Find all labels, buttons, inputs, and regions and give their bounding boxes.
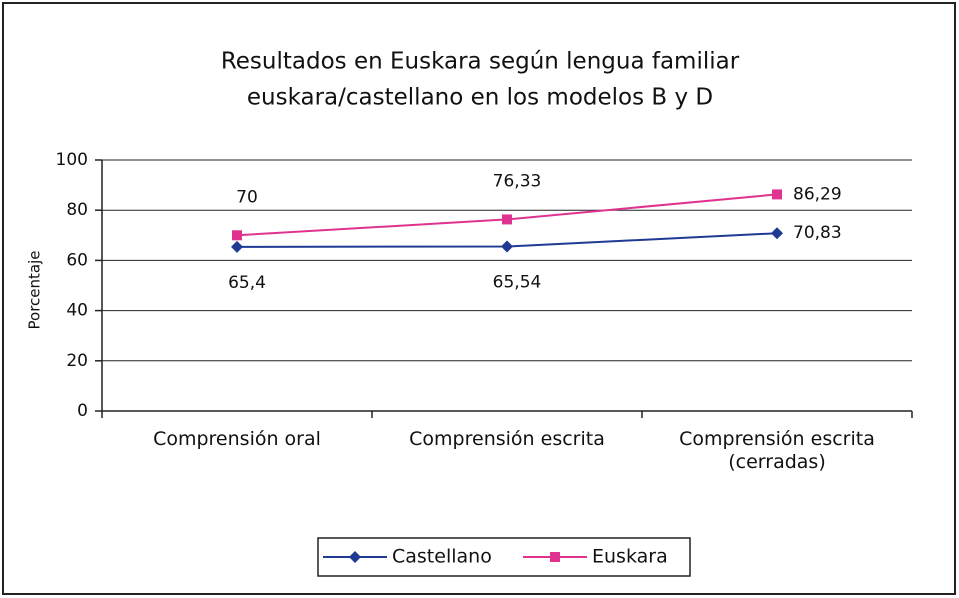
legend-label: Castellano [392,546,492,568]
x-tick-label: Comprensión escrita (cerradas) [679,428,875,473]
marker [550,552,560,562]
y-axis-label: Porcentaje [26,251,44,330]
y-tick-label: 40 [66,301,88,321]
data-label: 70 [236,187,258,207]
data-label: 76,33 [493,171,542,191]
data-label: 70,83 [793,223,842,243]
y-tick-label: 60 [66,250,88,270]
marker [232,230,242,241]
x-tick-label: Comprensión escrita [409,428,605,450]
marker [231,240,243,253]
data-label: 65,54 [493,272,542,292]
chart-title: Resultados en Euskara según lengua famil… [221,49,740,75]
y-tick-label: 20 [66,351,88,371]
chart-title: euskara/castellano en los modelos B y D [247,85,713,111]
marker [771,227,783,240]
legend-label: Euskara [592,546,668,568]
x-tick-label: Comprensión oral [153,428,321,450]
marker [772,189,782,200]
marker [349,551,361,563]
data-label: 65,4 [228,273,266,293]
y-tick-label: 0 [77,401,88,421]
marker [501,240,513,253]
data-label: 86,29 [793,184,842,204]
y-tick-label: 80 [66,200,88,220]
y-tick-label: 100 [56,150,88,170]
marker [502,214,512,225]
